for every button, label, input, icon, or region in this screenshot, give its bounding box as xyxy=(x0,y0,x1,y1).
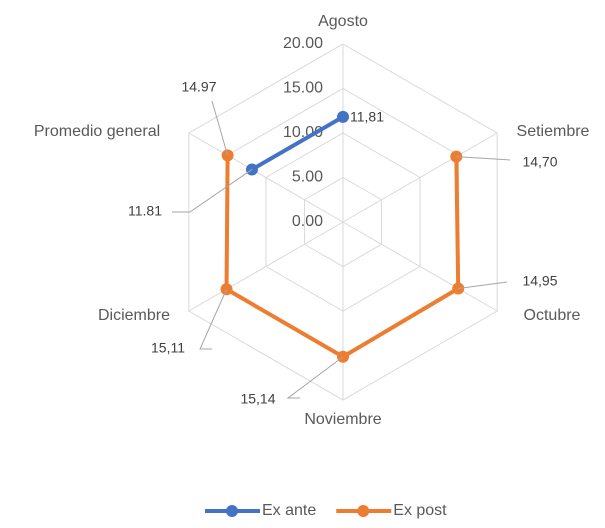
series-marker xyxy=(337,110,349,123)
legend-marker xyxy=(357,505,370,517)
data-label: 14.97 xyxy=(181,79,216,95)
legend-label: Ex ante xyxy=(262,502,316,519)
data-label: 15,11 xyxy=(151,340,185,356)
leader-line xyxy=(456,156,511,161)
spoke xyxy=(188,132,344,223)
axis-tick-label: 10.00 xyxy=(283,124,323,141)
category-label: Setiembre xyxy=(517,123,590,140)
axis-tick-label: 5.00 xyxy=(292,169,323,186)
data-label: 14,95 xyxy=(522,273,557,289)
leader-line xyxy=(211,100,229,156)
category-label: Promedio general xyxy=(34,123,160,140)
data-label: 11.81 xyxy=(128,203,162,219)
series-line xyxy=(250,115,344,172)
leader-line xyxy=(199,289,227,350)
data-label: 14,70 xyxy=(522,154,557,170)
axis-tick-label: 0.00 xyxy=(292,213,323,230)
category-label: Noviembre xyxy=(304,411,381,428)
spoke xyxy=(188,221,344,312)
category-label: Diciembre xyxy=(98,307,170,324)
spoke xyxy=(342,221,498,312)
series-line xyxy=(224,155,461,359)
leader-line xyxy=(458,281,508,290)
axis-tick-label: 15.00 xyxy=(283,80,323,97)
spoke xyxy=(342,132,498,223)
category-label: Agosto xyxy=(318,13,368,30)
data-label: 15,14 xyxy=(240,391,275,407)
leader-line xyxy=(286,356,344,399)
data-label: 11,81 xyxy=(350,109,384,125)
legend-label: Ex post xyxy=(393,502,447,519)
axis-tick-label: 20.00 xyxy=(283,35,323,52)
leader-line xyxy=(172,169,253,213)
legend-marker xyxy=(226,505,238,517)
category-label: Octubre xyxy=(524,307,581,324)
